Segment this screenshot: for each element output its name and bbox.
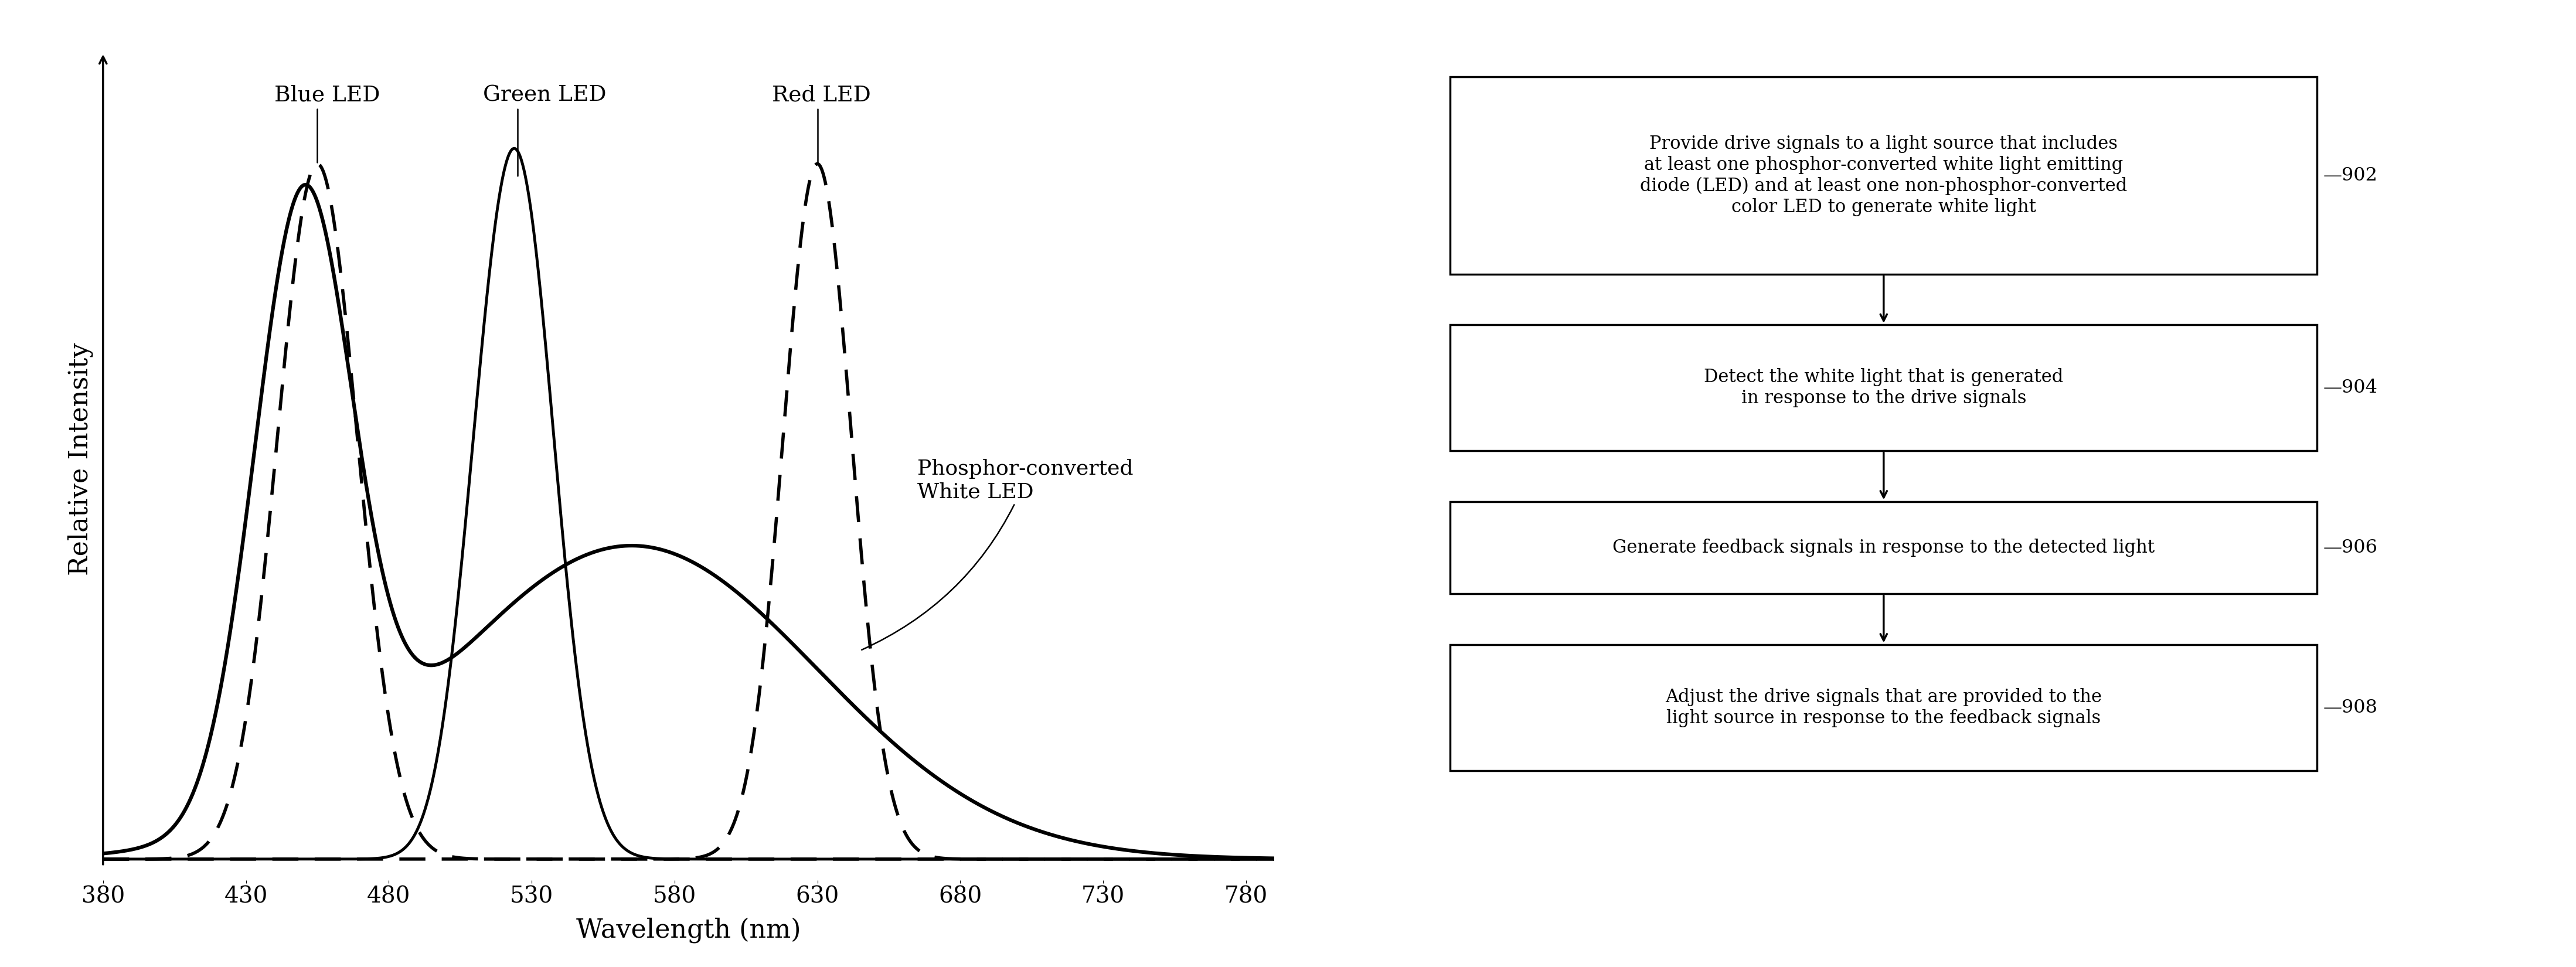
Text: —906: —906 [2324, 539, 2378, 557]
Text: Detect the white light that is generated
in response to the drive signals: Detect the white light that is generated… [1703, 368, 2063, 407]
Y-axis label: Relative Intensity: Relative Intensity [67, 343, 93, 575]
FancyBboxPatch shape [1450, 325, 2318, 451]
X-axis label: Wavelength (nm): Wavelength (nm) [577, 917, 801, 943]
Text: Generate feedback signals in response to the detected light: Generate feedback signals in response to… [1613, 539, 2154, 557]
Text: Red LED: Red LED [773, 85, 871, 162]
Text: Blue LED: Blue LED [276, 85, 381, 162]
Text: Green LED: Green LED [484, 85, 605, 176]
Text: Adjust the drive signals that are provided to the
light source in response to th: Adjust the drive signals that are provid… [1664, 688, 2102, 727]
Text: —908: —908 [2324, 698, 2378, 717]
Text: —902: —902 [2324, 166, 2378, 185]
FancyBboxPatch shape [1450, 76, 2318, 275]
Text: —904: —904 [2324, 379, 2378, 396]
Text: Phosphor-converted
White LED: Phosphor-converted White LED [863, 458, 1133, 650]
FancyBboxPatch shape [1450, 502, 2318, 594]
FancyBboxPatch shape [1450, 644, 2318, 771]
Text: Provide drive signals to a light source that includes
at least one phosphor-conv: Provide drive signals to a light source … [1641, 134, 2128, 216]
